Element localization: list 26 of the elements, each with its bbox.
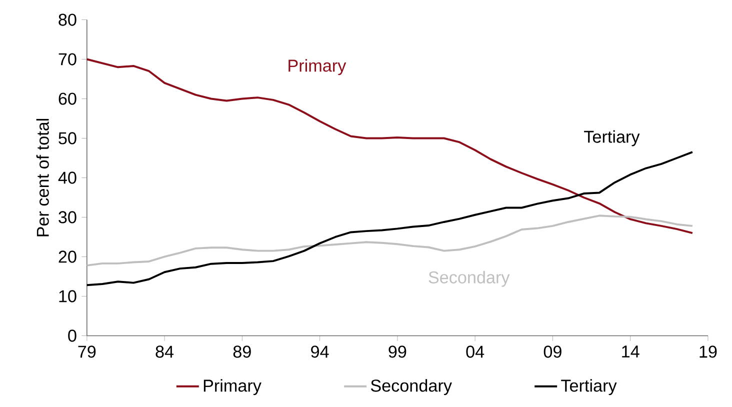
annotation: Primary xyxy=(288,59,346,76)
y-tick-label: 80 xyxy=(58,14,76,26)
x-tick-label: 89 xyxy=(233,346,251,358)
x-tick-label: 79 xyxy=(78,346,96,358)
y-tick-label: 60 xyxy=(58,92,76,105)
x-tick-label: 94 xyxy=(311,346,329,358)
line-series xyxy=(86,151,694,286)
x-tick-label: 09 xyxy=(544,346,562,358)
x-tick-label: 84 xyxy=(156,346,174,358)
y-tick-label: 20 xyxy=(58,250,76,263)
y-tick-label: 70 xyxy=(58,53,76,66)
x-tick-label: 99 xyxy=(388,346,406,358)
x-tick-label: 14 xyxy=(622,346,640,358)
y-tick-label: 40 xyxy=(58,172,76,184)
x-tick-label: 19 xyxy=(700,346,717,358)
annotation: Tertiary xyxy=(584,130,640,146)
legend-label: Primary xyxy=(204,379,262,396)
y-axis-title: Per cent of total xyxy=(36,119,49,236)
y-tick-label: 10 xyxy=(59,290,76,302)
legend-label: Secondary xyxy=(370,379,452,396)
annotation: Secondary xyxy=(428,270,510,287)
x-tick-label: 04 xyxy=(466,346,484,358)
legend-label: Tertiary xyxy=(561,379,617,396)
y-tick-label: 30 xyxy=(58,211,76,224)
y-tick-label: 0 xyxy=(68,330,76,342)
y-tick-label: 50 xyxy=(58,132,76,144)
